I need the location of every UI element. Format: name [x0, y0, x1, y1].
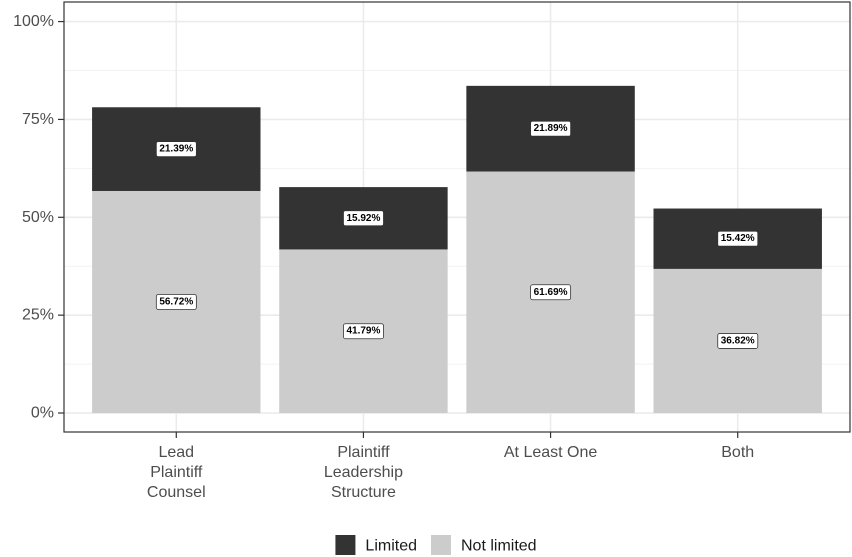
data-label-text: 56.72% [159, 297, 193, 308]
data-label: 56.72% [155, 294, 197, 310]
data-label-box [343, 210, 384, 227]
data-label-box [717, 230, 759, 247]
data-label: 41.79% [343, 323, 384, 340]
y-axis: 0% 25% 50% 75% 100% [13, 13, 64, 422]
data-label-text: 21.89% [534, 123, 568, 134]
x-tick-label-line: Lead [158, 444, 194, 461]
x-tick-label: Lead Plaintiff Counsel [147, 444, 206, 501]
x-tick-label-line: Structure [331, 484, 396, 501]
x-tick-label-line: Counsel [147, 484, 206, 501]
x-tick-label-line: At Least One [504, 444, 597, 461]
legend-key [335, 535, 356, 555]
y-tick-label: 100% [13, 13, 54, 30]
x-tick-label-line: Plaintiff [150, 464, 203, 481]
data-label: 15.42% [717, 230, 759, 247]
data-label-text: 21.39% [159, 144, 193, 155]
y-tick-label: 75% [22, 111, 54, 128]
x-tick-label: At Least One [504, 444, 597, 461]
data-label: 15.92% [343, 210, 384, 227]
data-labels: 56.72% 21.39% 41.79% 15.92% 61.69% 21.89% 36.8… [155, 120, 759, 349]
x-tick-label: Plaintiff Leadership Structure [324, 444, 403, 501]
y-tick-label: 0% [31, 405, 54, 422]
legend: Limited Not limited [335, 535, 537, 555]
data-label-box [155, 294, 197, 310]
x-tick-label-line: Plaintiff [337, 444, 390, 461]
data-label-text: 61.69% [534, 287, 568, 298]
data-label-box [530, 120, 572, 137]
data-label: 36.82% [717, 333, 759, 349]
x-tick-label: Both [721, 444, 754, 461]
data-label: 21.39% [155, 141, 197, 158]
data-label-box [343, 323, 384, 340]
x-tick-label-line: Leadership [324, 464, 403, 481]
legend-key [431, 535, 451, 555]
legend-item-not-limited: Not limited [431, 535, 537, 555]
y-tick-label: 25% [22, 307, 54, 324]
data-label-text: 15.92% [346, 213, 380, 224]
y-tick-label: 50% [22, 209, 54, 226]
x-tick-label-line: Both [721, 444, 754, 461]
data-label-text: 41.79% [346, 326, 380, 337]
data-label-box [717, 333, 759, 349]
data-label-text: 36.82% [721, 335, 755, 346]
data-label-text: 15.42% [721, 233, 755, 244]
data-label: 61.69% [530, 284, 572, 301]
data-label-box [155, 141, 197, 158]
data-label: 21.89% [530, 120, 572, 137]
x-axis: Lead Plaintiff Counsel Plaintiff Leadership S… [147, 432, 754, 501]
data-label-box [530, 284, 572, 301]
legend-label: Limited [365, 538, 417, 555]
legend-label: Not limited [461, 538, 537, 555]
legend-item-limited: Limited [335, 535, 417, 555]
